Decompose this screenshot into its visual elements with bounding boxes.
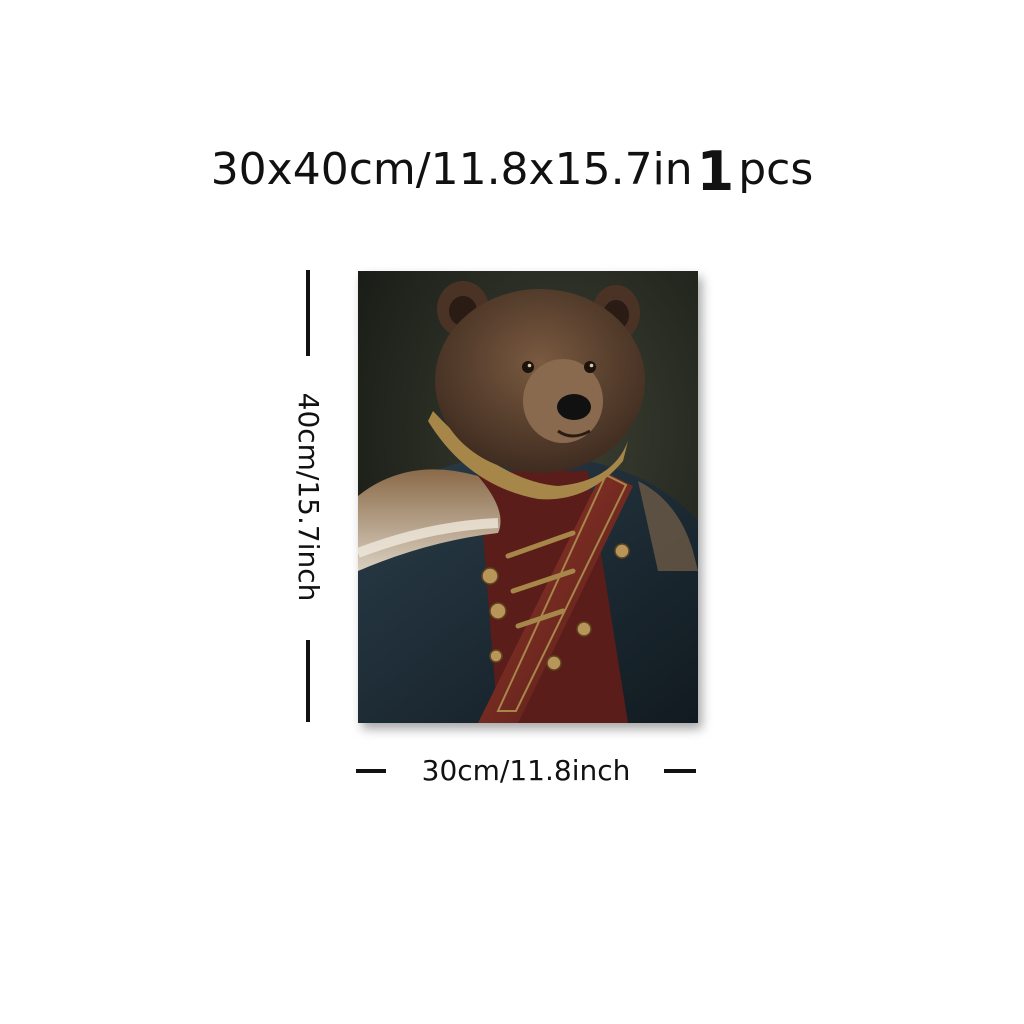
height-indicator-bottom [306,640,310,722]
bear-portrait-image [358,271,698,723]
size-headline: 30x40cm/11.8x15.7in1pcs [0,138,1024,200]
width-indicator-left [356,769,386,773]
size-text: 30x40cm/11.8x15.7in [210,144,693,195]
canvas-painting [358,271,698,723]
height-label: 40cm/15.7inch [292,392,325,602]
width-label: 30cm/11.8inch [421,754,631,787]
width-indicator-right [664,769,696,773]
quantity-number: 1 [696,140,735,203]
height-indicator-top [306,270,310,356]
quantity-unit: pcs [738,144,814,195]
